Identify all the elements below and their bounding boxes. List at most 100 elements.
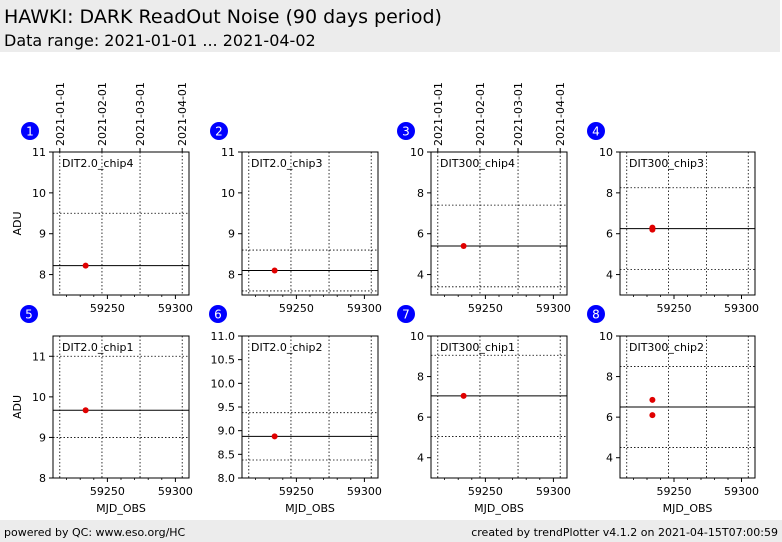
y-tick-label: 8.0 xyxy=(218,472,236,485)
page-title: HAWKI: DARK ReadOut Noise (90 days perio… xyxy=(4,6,442,28)
subplot-index-label: 6 xyxy=(214,308,222,322)
x-axis-label: MJD_OBS xyxy=(474,502,524,515)
data-point xyxy=(82,262,89,269)
x-tick-label: 59250 xyxy=(90,302,125,315)
y-tick-label: 8 xyxy=(39,269,46,282)
panel-label: DIT2.0_chip1 xyxy=(62,341,133,354)
date-tick-label: 2021-03-01 xyxy=(512,82,525,146)
y-tick-label: 9 xyxy=(228,228,235,241)
y-tick-label: 10 xyxy=(599,146,613,159)
date-tick-label: 2021-03-01 xyxy=(134,82,147,146)
x-axis-label: MJD_OBS xyxy=(96,502,146,515)
y-tick-label: 11 xyxy=(32,350,46,363)
y-tick-label: 10 xyxy=(410,330,424,343)
y-tick-label: 4 xyxy=(606,269,613,282)
footer-version: created by trendPlotter v4.1.2 on 2021-0… xyxy=(471,526,778,539)
x-tick-label: 59250 xyxy=(657,485,692,498)
subplot-index-label: 2 xyxy=(215,125,223,139)
header-bar xyxy=(0,0,780,52)
x-tick-label: 59250 xyxy=(279,302,314,315)
y-tick-label: 10 xyxy=(32,391,46,404)
subplot-index-label: 8 xyxy=(592,308,600,322)
panel-label: DIT300_chip1 xyxy=(440,341,515,354)
y-tick-label: 6 xyxy=(417,228,424,241)
axes-frame xyxy=(52,151,190,296)
y-tick-label: 11 xyxy=(221,146,235,159)
panel-label: DIT2.0_chip2 xyxy=(251,341,322,354)
subplot-6: 8.0 8.5 9.0 9.5 10.0 10.5 11.0 59250 59300 DIT2.0… xyxy=(209,305,382,515)
data-point xyxy=(649,226,656,233)
subplot-index-label: 1 xyxy=(26,125,34,139)
axes-frame xyxy=(52,335,190,479)
axes-frame xyxy=(241,335,379,479)
panel-label: DIT300_chip4 xyxy=(440,157,515,170)
y-tick-label: 9 xyxy=(39,228,46,241)
y-tick-label: 9.0 xyxy=(218,425,236,438)
x-tick-label: 59300 xyxy=(347,485,382,498)
subplot-4: 4 6 8 10 59250 59300 DIT300_chip3 4 xyxy=(587,122,759,315)
x-tick-label: 59250 xyxy=(468,485,503,498)
subplot-index-badge xyxy=(397,122,415,140)
subplot-5: 8 9 10 11 59250 59300 DIT2.0_chip1 ADU MJD_OBS 5 xyxy=(11,305,193,515)
panel-label: DIT2.0_chip3 xyxy=(251,157,322,170)
data-point xyxy=(82,407,89,414)
footer-credit: powered by QC: www.eso.org/HC xyxy=(4,526,186,539)
y-tick-label: 11 xyxy=(32,146,46,159)
x-tick-label: 59300 xyxy=(536,485,571,498)
y-tick-label: 8 xyxy=(606,371,613,384)
date-tick-label: 2021-02-01 xyxy=(96,82,109,146)
y-tick-label: 6 xyxy=(417,411,424,424)
x-tick-label: 59300 xyxy=(724,485,759,498)
axes-frame xyxy=(619,151,756,296)
panel-label: DIT300_chip3 xyxy=(629,157,704,170)
y-tick-label: 8 xyxy=(417,371,424,384)
date-tick-label: 2021-01-01 xyxy=(432,82,445,146)
y-tick-label: 8 xyxy=(228,269,235,282)
y-tick-label: 10.0 xyxy=(211,377,236,390)
x-tick-label: 59250 xyxy=(657,302,692,315)
panel-label: DIT300_chip2 xyxy=(629,341,704,354)
subplot-index-label: 4 xyxy=(592,125,600,139)
x-tick-label: 59300 xyxy=(347,302,382,315)
y-tick-label: 9 xyxy=(39,431,46,444)
y-tick-label: 8 xyxy=(417,187,424,200)
y-axis-label: ADU xyxy=(11,395,24,419)
y-tick-label: 11.0 xyxy=(211,330,236,343)
data-point xyxy=(460,242,467,249)
data-point xyxy=(460,392,467,399)
subplot-index-label: 7 xyxy=(402,308,410,322)
subplot-8: 4 6 8 10 59250 59300 DIT300_chip2 MJD_OBS 8 xyxy=(587,305,759,515)
data-point xyxy=(649,396,656,403)
data-point xyxy=(271,433,278,440)
x-tick-label: 59300 xyxy=(158,302,193,315)
subplot-index-badge xyxy=(587,305,605,323)
y-tick-label: 10.5 xyxy=(211,354,236,367)
x-tick-label: 59300 xyxy=(724,302,759,315)
page-subtitle: Data range: 2021-01-01 ... 2021-04-02 xyxy=(4,31,316,50)
x-axis-label: MJD_OBS xyxy=(663,502,713,515)
x-tick-label: 59250 xyxy=(468,302,503,315)
y-axis-label: ADU xyxy=(11,211,24,235)
axes-frame xyxy=(430,151,568,296)
y-tick-label: 10 xyxy=(410,146,424,159)
panel-label: DIT2.0_chip4 xyxy=(62,157,133,170)
axes-frame xyxy=(241,151,379,296)
y-tick-label: 10 xyxy=(599,330,613,343)
subplot-index-badge xyxy=(210,122,228,140)
subplot-3: 4 6 8 10 59250 59300 2021-01-01 2021-02-01 2021-… xyxy=(397,82,571,315)
subplot-index-badge xyxy=(21,122,39,140)
y-tick-label: 8 xyxy=(39,472,46,485)
subplot-index-label: 3 xyxy=(402,125,410,139)
subplot-index-badge xyxy=(397,305,415,323)
x-tick-label: 59300 xyxy=(536,302,571,315)
data-point xyxy=(271,267,278,274)
y-tick-label: 4 xyxy=(606,452,613,465)
subplot-1: 8 9 10 11 59250 59300 2021-01-01 2021-02-01 2021… xyxy=(11,82,193,315)
date-tick-label: 2021-02-01 xyxy=(474,82,487,146)
subplot-index-label: 5 xyxy=(25,308,33,322)
x-tick-label: 59250 xyxy=(279,485,314,498)
x-tick-label: 59250 xyxy=(90,485,125,498)
y-tick-label: 4 xyxy=(417,269,424,282)
subplot-index-badge xyxy=(209,305,227,323)
